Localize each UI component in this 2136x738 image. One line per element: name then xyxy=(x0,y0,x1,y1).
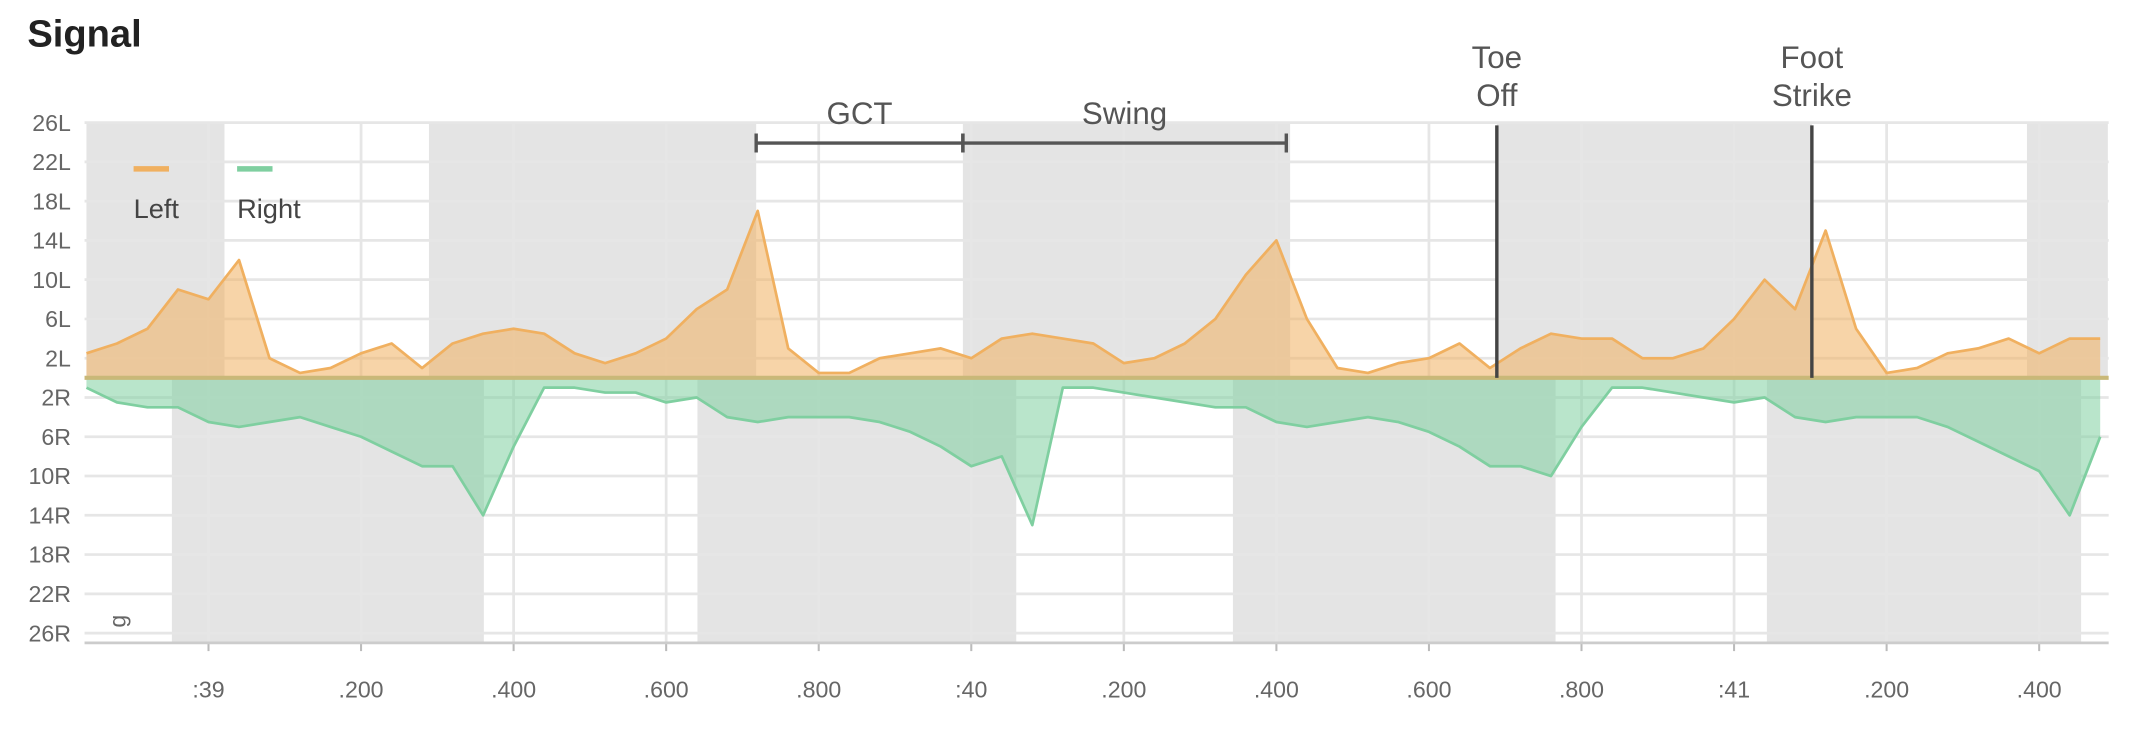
annotation-label: Strike xyxy=(1772,78,1852,113)
legend-label: Left xyxy=(134,193,180,224)
area xyxy=(86,377,2101,526)
x-tick-label: .800 xyxy=(1559,676,1604,702)
y-tick-label: 6L xyxy=(45,306,71,332)
y-tick-label: 2R xyxy=(41,385,71,411)
x-tick-label: .400 xyxy=(1254,676,1299,702)
y-tick-label: 26R xyxy=(28,620,70,646)
bracket xyxy=(961,133,1289,153)
x-tick-label: .200 xyxy=(1101,676,1146,702)
y-tick-label: 14R xyxy=(28,502,70,528)
x-tick-label: .800 xyxy=(796,676,841,702)
line xyxy=(86,209,2101,375)
annotation-label: Toe xyxy=(1472,40,1522,75)
chart-title: Signal xyxy=(27,12,141,55)
y-tick-label: 2L xyxy=(45,345,71,371)
y-tick-label: 22R xyxy=(28,581,70,607)
x-tick-label: .600 xyxy=(1406,676,1451,702)
x-tick-label: :41 xyxy=(1718,676,1750,702)
x-tick-label: .600 xyxy=(644,676,689,702)
corner-label: g xyxy=(104,615,130,628)
y-tick-label: 22L xyxy=(32,149,71,175)
line xyxy=(85,386,2102,527)
x-tick-label: :40 xyxy=(955,676,987,702)
bracket xyxy=(754,133,965,153)
legend-label: Right xyxy=(237,193,301,224)
annotation-label: Foot xyxy=(1781,40,1844,75)
x-tick-label: .400 xyxy=(2017,676,2062,702)
annotation-label: Swing xyxy=(1082,96,1167,131)
y-tick-label: 14L xyxy=(32,228,71,254)
y-tick-label: 6R xyxy=(41,424,71,450)
annotation-label: GCT xyxy=(826,96,892,131)
y-tick-label: 10R xyxy=(28,463,70,489)
x-tick-label: .400 xyxy=(491,676,536,702)
x-tick-label: .200 xyxy=(1864,676,1909,702)
y-tick-label: 26L xyxy=(32,110,71,136)
x-tick-label: .200 xyxy=(339,676,384,702)
y-tick-label: 10L xyxy=(32,267,71,293)
y-tick-label: 18R xyxy=(28,542,70,568)
x-tick-label: :39 xyxy=(192,676,224,702)
annotation-label: Off xyxy=(1476,78,1517,113)
y-tick-label: 18L xyxy=(32,188,71,214)
